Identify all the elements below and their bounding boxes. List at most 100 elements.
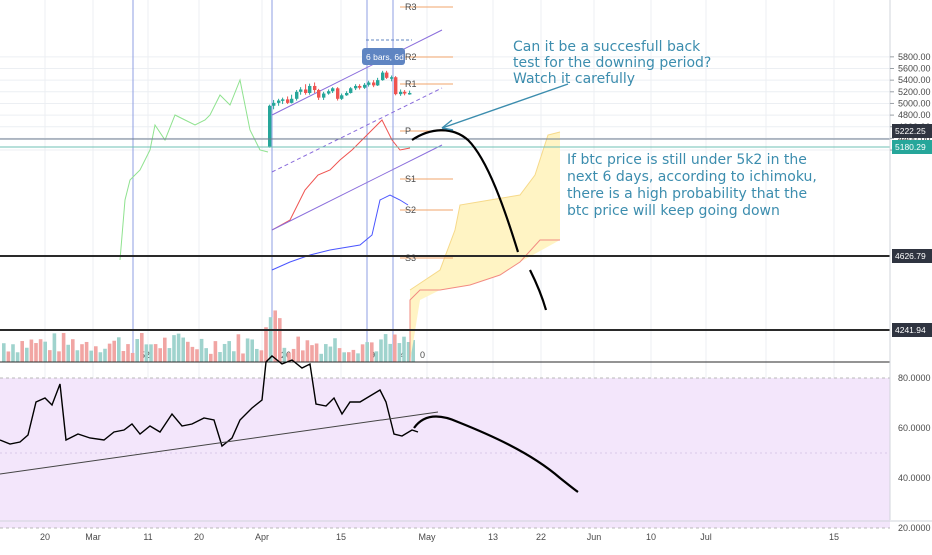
volume-bar [130,352,135,362]
volume-bar [333,338,337,362]
volume-bar [278,318,282,362]
volume-bar [167,348,172,362]
volume-bar [20,341,24,362]
candle-body [268,105,272,148]
volume-bar [218,352,222,362]
volume-bar [379,339,383,362]
price-tag-label: 4626.79 [895,251,926,261]
candle-body [304,89,308,93]
time-label: 15 [336,532,346,542]
osc-trendline [0,411,439,475]
volume-bar [406,342,411,362]
y-tick-label: 5200.00 [898,87,931,97]
y-tick-label: 5600.00 [898,64,931,74]
osc-tick-label: 80.0000 [898,373,931,383]
candle-body [363,84,367,88]
volume-bar [314,343,319,362]
volume-bar [236,334,241,362]
volume-bar [112,340,116,362]
note-ichimoku-line: there is a high probability that the [567,186,807,202]
volume-bar [135,339,139,362]
volume-bar [342,352,346,362]
price-tag-label: 4241.94 [895,325,926,335]
volume-bar [80,344,84,362]
volume-bar [351,349,356,362]
price-tag-label: 5222.25 [895,126,926,136]
horizontal-levels [0,138,890,363]
volume-bar [324,344,328,362]
candle-body [322,93,326,98]
volume-bar [89,350,93,362]
volume-bar [305,340,310,362]
price-tag [892,124,932,138]
candle-body [390,77,394,79]
candle-body [340,95,344,99]
candle-body [336,88,340,99]
volume-bar [204,348,208,362]
measure-label: 6 bars, 6d [366,52,404,62]
price-tag [892,323,932,337]
candle-body [313,85,317,91]
channel-top [271,29,443,116]
volume-bar [328,346,333,362]
volume-bar [388,343,392,362]
volume-bar [199,338,204,362]
candle-body [354,85,358,89]
volume-bar [29,339,34,362]
volume-bar [71,339,75,362]
y-tick-label: 5800.00 [898,52,931,62]
volume-bar [370,342,374,362]
pivot-label: S3 [405,253,416,263]
volume-bar [282,347,287,362]
price-tag [892,140,932,154]
volume-bar [319,353,323,362]
volume-bar [356,353,360,362]
osc-tick-label: 60.0000 [898,423,931,433]
candle-body [331,88,335,92]
volume-bar [153,344,158,362]
candle-body [381,72,385,81]
volume-bar [310,345,314,362]
projection-dash [529,269,548,311]
volume-bar [296,336,300,362]
note-ichimoku-line: btc price will keep going down [567,203,780,219]
volume-bar [186,341,190,362]
y-tick-label: 5400.00 [898,75,931,85]
measure-box [362,48,405,65]
pivot-label: S2 [405,205,416,215]
volume-bar [149,344,153,362]
volume-bar [259,350,264,362]
volume-bar [181,337,185,362]
osc-line [0,355,419,448]
volume-bar [227,341,231,362]
candle-body [399,91,403,95]
arrow-head [441,119,454,131]
pivot-label: S1 [405,174,416,184]
y-tick-label: 4400.00 [898,133,931,143]
osc-tick-label: 40.0000 [898,473,931,483]
candle-body [327,91,331,94]
cycle-number: 0 [420,350,425,360]
candles [268,70,412,148]
candle-body [367,82,371,85]
candle-body [349,88,353,93]
volume-bar [57,351,61,362]
volume-bar [255,348,259,362]
pivot-label: R2 [405,52,417,62]
volume-bar [172,335,176,362]
note-backtest-line: Can it be a succesfull back [513,39,701,55]
volume-bar [291,348,296,362]
volume-bar [273,310,277,362]
note-ichimoku-line: If btc price is still under 5k2 in the [567,152,807,168]
candle-body [308,85,312,93]
candle-body [277,100,281,103]
candle-body [403,91,407,94]
volume-bar [2,343,6,362]
volume-bar [84,341,89,362]
candle-body [281,99,285,101]
time-axis[interactable]: 20 Mar 11 20 Apr 15 May 13 22 Jun 10 Jul 15 [0,520,932,542]
osc-tick-label: 20.0000 [898,523,931,533]
volume-bar [117,337,121,362]
